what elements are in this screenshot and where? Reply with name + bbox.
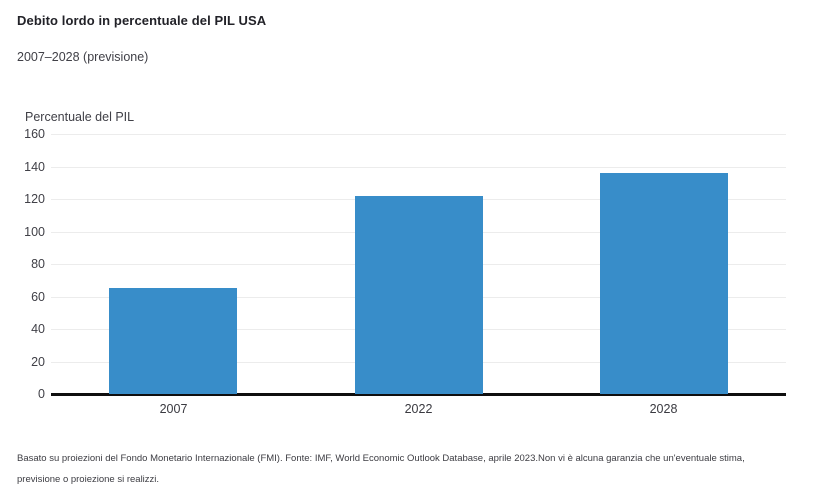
footnote-line-2: previsione o proiezione si realizzi. xyxy=(17,474,160,485)
x-tick-label: 2028 xyxy=(649,402,678,416)
page-title: Debito lordo in percentuale del PIL USA xyxy=(17,13,267,28)
x-tick-label: 2007 xyxy=(159,402,188,416)
y-tick-label: 20 xyxy=(31,354,45,369)
gridline xyxy=(51,134,786,135)
y-tick-label: 140 xyxy=(24,159,45,174)
y-tick-label: 60 xyxy=(31,289,45,304)
plot-area xyxy=(51,134,786,396)
y-tick-label: 100 xyxy=(24,224,45,239)
x-axis-labels: 2007 2022 2028 xyxy=(51,402,786,416)
y-axis-title: Percentuale del PIL xyxy=(25,110,135,124)
footnote-line-1: Basato su proiezioni del Fondo Monetario… xyxy=(17,453,745,464)
y-tick-label: 80 xyxy=(31,257,45,271)
y-axis-labels: 0 20 40 60 80 100 120 140 160 xyxy=(0,127,45,401)
y-tick-label: 120 xyxy=(24,192,45,206)
x-tick-label: 2022 xyxy=(404,402,433,416)
y-tick-label: 40 xyxy=(31,322,45,336)
y-tick-label: 0 xyxy=(38,387,45,401)
bar-2007 xyxy=(109,288,238,394)
chart-subtitle: 2007–2028 (previsione) xyxy=(17,50,149,64)
bar-2022 xyxy=(354,195,483,394)
bar-2028 xyxy=(599,173,728,394)
x-axis-line xyxy=(51,393,786,396)
footnote: Basato su proiezioni del Fondo Monetario… xyxy=(17,448,817,490)
y-tick-label: 160 xyxy=(24,127,45,141)
gridline xyxy=(51,166,786,168)
